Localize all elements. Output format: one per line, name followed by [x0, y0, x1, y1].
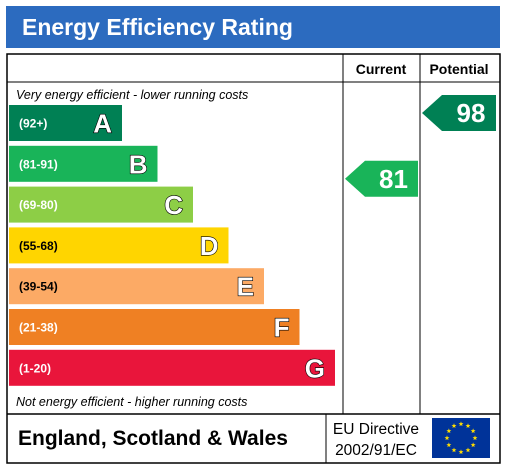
eu-star — [470, 428, 476, 434]
band-bar-d — [9, 227, 229, 264]
current-arrow — [345, 160, 418, 197]
band-letter-d: D — [200, 231, 219, 261]
potential-arrow — [422, 95, 496, 131]
band-bar-f — [9, 309, 300, 345]
current-score: 81 — [379, 164, 408, 194]
note-top: Very energy efficient - lower running co… — [16, 88, 248, 102]
eu-star — [451, 447, 457, 453]
rating-bands: (92+) A (81-91) B (69-80) C (55-68) D (39-54) E (2… — [9, 105, 335, 386]
eu-star — [470, 442, 476, 448]
band-bar-c — [9, 186, 193, 223]
band-range-g: (1-20) — [19, 361, 51, 375]
chart-title: Energy Efficiency Rating — [22, 14, 293, 40]
column-header-potential: Potential — [429, 61, 488, 77]
note-bottom: Not energy efficient - higher running co… — [16, 395, 247, 409]
band-range-e: (39-54) — [19, 280, 58, 294]
band-letter-c: C — [164, 190, 183, 220]
band-range-c: (69-80) — [19, 198, 58, 212]
eu-star — [458, 449, 464, 455]
band-bar-b — [9, 145, 158, 182]
eu-star — [446, 442, 452, 448]
band-range-d: (55-68) — [19, 239, 58, 253]
band-letter-f: F — [274, 313, 290, 343]
column-header-current: Current — [356, 61, 407, 77]
band-bar-g — [9, 349, 335, 386]
footer-region: England, Scotland & Wales — [18, 427, 288, 450]
eu-star — [465, 423, 471, 428]
footer-directive-line2: 2002/91/EC — [335, 442, 417, 459]
chart-frame — [6, 53, 501, 464]
band-letter-b: B — [129, 149, 148, 179]
eu-star — [465, 447, 471, 453]
band-letter-e: E — [237, 272, 254, 302]
band-letter-g: G — [305, 353, 325, 383]
rating-markers: 81 98 — [345, 95, 496, 197]
band-range-a: (92+) — [19, 117, 47, 131]
eu-star — [444, 435, 450, 441]
eu-star — [451, 423, 457, 428]
band-range-b: (81-91) — [19, 157, 58, 171]
eu-star — [446, 428, 452, 434]
eu-star — [458, 421, 464, 427]
band-bar-a — [9, 105, 122, 141]
footer-directive-line1: EU Directive — [333, 421, 419, 438]
title-bar: Energy Efficiency Rating — [6, 6, 500, 48]
band-letter-a: A — [93, 109, 112, 139]
band-bar-e — [9, 268, 264, 305]
eu-star — [472, 435, 478, 441]
band-range-f: (21-38) — [19, 321, 58, 335]
potential-score: 98 — [457, 98, 486, 128]
eu-flag-icon — [432, 418, 490, 458]
